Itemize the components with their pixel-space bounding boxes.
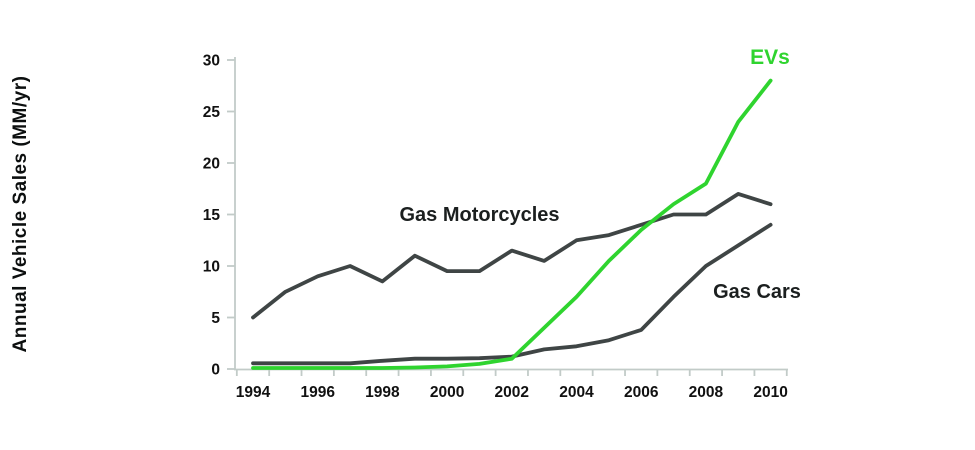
y-tick-label: 5 <box>211 310 220 327</box>
x-tick-label: 2004 <box>559 384 594 401</box>
y-tick-label: 10 <box>203 259 220 276</box>
series-label-gas-cars: Gas Cars <box>713 281 801 303</box>
series-label-gas-motorcycles: Gas Motorcycles <box>399 204 560 226</box>
y-tick-label: 15 <box>203 207 221 224</box>
x-tick-label: 1996 <box>300 384 335 401</box>
x-tick-label: 2008 <box>689 384 724 401</box>
series-line-gas-motorcycles <box>251 191 773 320</box>
x-tick-label: 2010 <box>753 384 787 401</box>
y-tick-label: 0 <box>211 362 220 379</box>
series-line-gas-cars <box>251 222 773 366</box>
series-label-evs: EVs <box>750 46 790 69</box>
x-tick-label: 1994 <box>236 384 271 401</box>
x-tick-label: 2002 <box>495 384 529 401</box>
x-tick-label: 1998 <box>365 384 400 401</box>
y-tick-label: 30 <box>203 53 220 70</box>
y-tick-label: 20 <box>203 156 220 173</box>
x-tick-label: 2006 <box>624 384 659 401</box>
series-line-evs <box>251 78 773 370</box>
y-tick-label: 25 <box>203 104 221 121</box>
x-tick-label: 2000 <box>430 384 464 401</box>
y-axis-title: Annual Vehicle Sales (MM/yr) <box>10 75 31 353</box>
